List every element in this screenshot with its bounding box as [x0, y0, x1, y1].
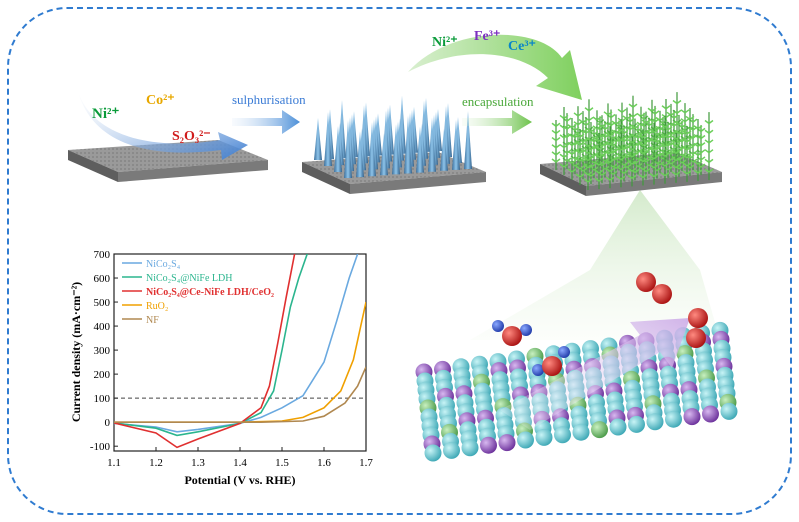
legend-label: RuO₂: [146, 301, 168, 312]
x-tick-label: 1.6: [317, 457, 331, 469]
dashed-frame: [7, 7, 792, 515]
series-line: [114, 254, 308, 437]
nicos-spikes: [314, 95, 472, 178]
water-molecule-1: [492, 320, 532, 346]
x-tick-label: 1.2: [149, 457, 163, 469]
legend-label: NiCo₂S₄: [146, 259, 181, 270]
series-line: [114, 254, 359, 433]
y-tick-label: 400: [94, 321, 111, 333]
x-tick-label: 1.7: [359, 457, 373, 469]
spike-plate: [302, 95, 486, 194]
y-axis-label: Current density (mA·cm⁻²): [69, 282, 83, 422]
legend-label: NiCo₂S₄@Ce-NiFe LDH/CeO₂: [146, 287, 274, 298]
oxygen-molecule-1: [636, 272, 672, 304]
ldh-plate: [540, 92, 722, 196]
oxygen-molecule-2: [686, 308, 708, 348]
y-tick-label: 200: [94, 369, 111, 381]
legend-label: NF: [146, 315, 159, 326]
encapsulation-label: encapsulation: [462, 94, 534, 109]
x-tick-label: 1.5: [275, 457, 289, 469]
encapsulation-arrow: [462, 110, 532, 134]
legend-label: NiCo₂S₄@NiFe LDH: [146, 273, 232, 284]
curved-arrow-top: [408, 34, 582, 100]
plot-area: [113, 253, 367, 452]
x-tick-label: 1.4: [233, 457, 247, 469]
series-line: [114, 254, 296, 449]
sulphurisation-arrow: [232, 110, 300, 134]
ion-fe: Fe³⁺: [474, 29, 500, 44]
curved-arrow-left: [78, 92, 248, 160]
evolution-arrow: [500, 318, 690, 430]
ion-ni-left: Ni²⁺: [92, 106, 119, 122]
y-tick-label: -100: [90, 441, 111, 453]
y-tick-label: 700: [94, 249, 111, 261]
y-tick-label: 300: [94, 345, 111, 357]
y-tick-label: 100: [94, 393, 111, 405]
ion-s2o3: S₂O₃²⁻: [172, 129, 211, 144]
x-axis-label: Potential (V vs. RHE): [184, 473, 295, 487]
ion-co: Co²⁺: [146, 93, 175, 108]
y-tick-label: 500: [94, 297, 111, 309]
x-tick-label: 1.3: [191, 457, 205, 469]
ldh-nanosheets: [551, 92, 714, 190]
sulphurisation-label: sulphurisation: [232, 92, 306, 107]
water-molecule-2: [532, 346, 570, 376]
y-tick-label: 0: [105, 417, 111, 429]
x-tick-label: 1.1: [107, 457, 121, 469]
series-line: [114, 366, 366, 423]
ion-ce: Ce³⁺: [508, 39, 536, 54]
y-tick-label: 600: [94, 273, 111, 285]
ion-ni-top: Ni²⁺: [432, 35, 458, 50]
